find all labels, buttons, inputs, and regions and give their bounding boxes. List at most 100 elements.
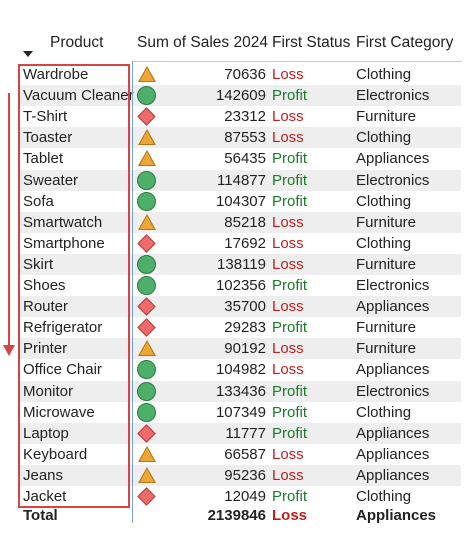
product-name[interactable]: Smartwatch	[23, 213, 103, 231]
product-name[interactable]: Toaster	[23, 129, 73, 147]
table-row[interactable]: Jacket 12049 Profit Clothing	[18, 486, 461, 507]
table-row[interactable]: Wardrobe 70636 Loss Clothing	[18, 64, 461, 85]
status-value: Loss	[272, 255, 304, 273]
sales-value: 95236	[224, 466, 266, 484]
product-column-highlight-box	[18, 64, 130, 508]
sales-value: 104982	[215, 361, 266, 379]
diamond-kpi-icon	[135, 233, 157, 254]
category-value: Furniture	[356, 213, 417, 231]
table-row[interactable]: Tablet 56435 Profit Appliances	[18, 148, 461, 169]
header-product[interactable]: Product	[50, 34, 104, 51]
category-value: Clothing	[356, 403, 412, 421]
status-value: Loss	[272, 129, 304, 147]
header-category[interactable]: First Category	[356, 34, 454, 51]
category-value: Furniture	[356, 255, 417, 273]
column-divider	[132, 61, 133, 523]
product-name[interactable]: T-Shirt	[23, 108, 68, 126]
triangle-kpi-icon	[135, 338, 157, 359]
table-row[interactable]: Microwave 107349 Profit Clothing	[18, 402, 461, 423]
triangle-kpi-icon	[135, 127, 157, 148]
product-name[interactable]: Sofa	[23, 192, 54, 210]
category-value: Appliances	[356, 466, 430, 484]
diamond-kpi-icon	[135, 296, 157, 317]
product-name[interactable]: Tablet	[23, 150, 64, 168]
sales-value: 56435	[224, 150, 266, 168]
product-name[interactable]: Keyboard	[23, 445, 88, 463]
category-value: Electronics	[356, 382, 430, 400]
product-name[interactable]: Printer	[23, 340, 68, 358]
category-value: Electronics	[356, 87, 430, 105]
category-value: Appliances	[356, 298, 430, 316]
total-status: Loss	[272, 507, 308, 524]
triangle-kpi-icon	[135, 148, 157, 169]
status-value: Profit	[272, 150, 308, 168]
sales-value: 23312	[224, 108, 266, 126]
product-name[interactable]: Microwave	[23, 403, 95, 421]
product-name[interactable]: Jacket	[23, 488, 67, 505]
sort-direction-arrow-line	[8, 93, 10, 348]
product-name[interactable]: Wardrobe	[23, 66, 89, 83]
sales-value: 114877	[217, 171, 266, 189]
product-name[interactable]: Refrigerator	[23, 319, 103, 337]
sales-value: 35700	[224, 298, 266, 316]
status-value: Loss	[272, 108, 304, 126]
table-row[interactable]: Shoes 102356 Profit Electronics	[18, 275, 461, 296]
sales-value: 102356	[215, 277, 266, 294]
table-row[interactable]: Smartphone 17692 Loss Clothing	[18, 233, 461, 254]
triangle-kpi-icon	[135, 465, 157, 486]
category-value: Furniture	[356, 319, 417, 337]
category-value: Electronics	[356, 171, 430, 189]
total-sales: 2139846	[207, 507, 266, 524]
status-value: Profit	[272, 403, 308, 421]
status-value: Profit	[272, 382, 308, 400]
diamond-kpi-icon	[135, 317, 157, 338]
table-row[interactable]: Refrigerator 29283 Profit Furniture	[18, 317, 461, 338]
product-name[interactable]: Router	[23, 298, 69, 316]
status-value: Loss	[272, 445, 304, 463]
category-value: Clothing	[356, 234, 412, 252]
table-row[interactable]: T-Shirt 23312 Loss Furniture	[18, 106, 461, 127]
status-value: Profit	[272, 424, 308, 442]
sort-descending-icon[interactable]	[23, 51, 33, 57]
status-value: Loss	[272, 466, 304, 484]
category-value: Appliances	[356, 361, 430, 379]
sales-value: 87553	[224, 129, 266, 147]
category-value: Appliances	[356, 445, 430, 463]
table-row[interactable]: Keyboard 66587 Loss Appliances	[18, 444, 461, 465]
product-name[interactable]: Vacuum Cleaner	[23, 87, 134, 105]
status-value: Loss	[272, 361, 304, 379]
sales-value: 12049	[224, 488, 266, 505]
table-row[interactable]: Office Chair 104982 Loss Appliances	[18, 359, 461, 380]
category-value: Electronics	[356, 277, 430, 294]
sales-value: 104307	[215, 192, 266, 210]
product-name[interactable]: Skirt	[23, 255, 53, 273]
sales-value: 133436	[215, 382, 266, 400]
sales-value: 85218	[224, 213, 266, 231]
status-value: Profit	[272, 319, 308, 337]
sort-direction-arrow-head-icon	[3, 345, 15, 356]
status-value: Loss	[272, 234, 304, 252]
circle-kpi-icon	[135, 359, 157, 380]
header-sales[interactable]: Sum of Sales 2024	[137, 34, 268, 51]
product-name[interactable]: Smartphone	[23, 234, 105, 252]
category-value: Appliances	[356, 150, 430, 168]
category-value: Furniture	[356, 340, 417, 358]
status-value: Profit	[272, 277, 308, 294]
status-value: Loss	[272, 213, 304, 231]
circle-kpi-icon	[135, 275, 157, 296]
header-status[interactable]: First Status	[272, 34, 351, 51]
product-name[interactable]: Shoes	[23, 277, 66, 294]
product-name[interactable]: Office Chair	[23, 361, 102, 379]
table-row[interactable]: Sofa 104307 Profit Clothing	[18, 191, 461, 212]
product-name[interactable]: Sweater	[23, 171, 79, 189]
sales-value: 66587	[224, 445, 266, 463]
status-value: Loss	[272, 66, 304, 83]
header-divider	[132, 61, 462, 62]
product-name[interactable]: Monitor	[23, 382, 74, 400]
diamond-kpi-icon	[135, 106, 157, 127]
product-name[interactable]: Jeans	[23, 466, 64, 484]
total-row: Total 2139846 Loss Appliances	[18, 505, 461, 526]
product-name[interactable]: Laptop	[23, 424, 69, 442]
category-value: Clothing	[356, 488, 412, 505]
